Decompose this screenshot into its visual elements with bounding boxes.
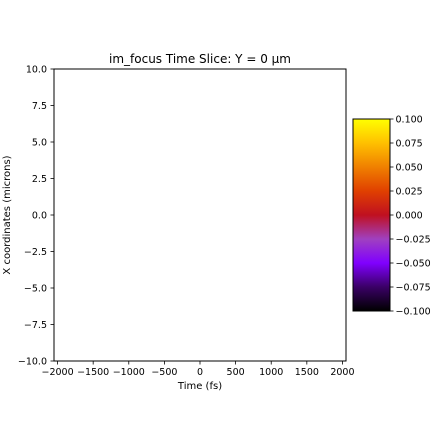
- x-axis: −2000 −1500 −1000 −500 0 500 1000 1500 2000: [41, 361, 355, 378]
- y-tick-label: −10.0: [18, 357, 47, 368]
- y-tick-label: 2.5: [32, 174, 47, 185]
- x-tick-label: −500: [151, 367, 177, 378]
- x-tick-label: −1500: [77, 367, 109, 378]
- x-tick-label: 2000: [330, 367, 354, 378]
- y-tick-label: 7.5: [32, 101, 47, 112]
- plot-area: [53, 68, 347, 362]
- colorbar-tick-label: −0.050: [396, 259, 431, 270]
- x-tick-label: 0: [197, 367, 203, 378]
- colorbar-tick-label: −0.025: [396, 235, 431, 246]
- y-axis-label: X coordinates (microns): [2, 155, 13, 274]
- colorbar-tick-label: 0.075: [396, 139, 423, 150]
- colorbar-tick-label: 0.050: [396, 163, 423, 174]
- x-tick-label: −1000: [113, 367, 145, 378]
- y-axis: 10.0 7.5 5.0 2.5 0.0 −2.5 −5.0 −7.5 −10.0: [18, 65, 54, 368]
- y-tick-label: −5.0: [24, 284, 47, 295]
- x-tick-label: −2000: [41, 367, 73, 378]
- y-tick-label: 0.0: [32, 211, 47, 222]
- y-tick-label: −2.5: [24, 247, 47, 258]
- y-tick-label: 10.0: [26, 65, 47, 76]
- x-tick-label: 1000: [259, 367, 283, 378]
- y-tick-label: −7.5: [24, 320, 47, 331]
- colorbar-tick-label: −0.100: [396, 307, 431, 318]
- colorbar: [352, 118, 391, 312]
- colorbar-tick-label: −0.075: [396, 283, 431, 294]
- chart-title: im_focus Time Slice: Y = 0 µm: [109, 52, 291, 66]
- x-axis-label: Time (fs): [177, 381, 222, 392]
- colorbar-axis: 0.100 0.075 0.050 0.025 0.000 −0.025 −0.050 −0.…: [390, 115, 431, 318]
- colorbar-tick-label: 0.025: [396, 187, 423, 198]
- x-tick-label: 1500: [295, 367, 319, 378]
- x-tick-label: 500: [227, 367, 245, 378]
- y-tick-label: 5.0: [32, 138, 47, 149]
- colorbar-tick-label: 0.000: [396, 211, 423, 222]
- colorbar-tick-label: 0.100: [396, 115, 423, 126]
